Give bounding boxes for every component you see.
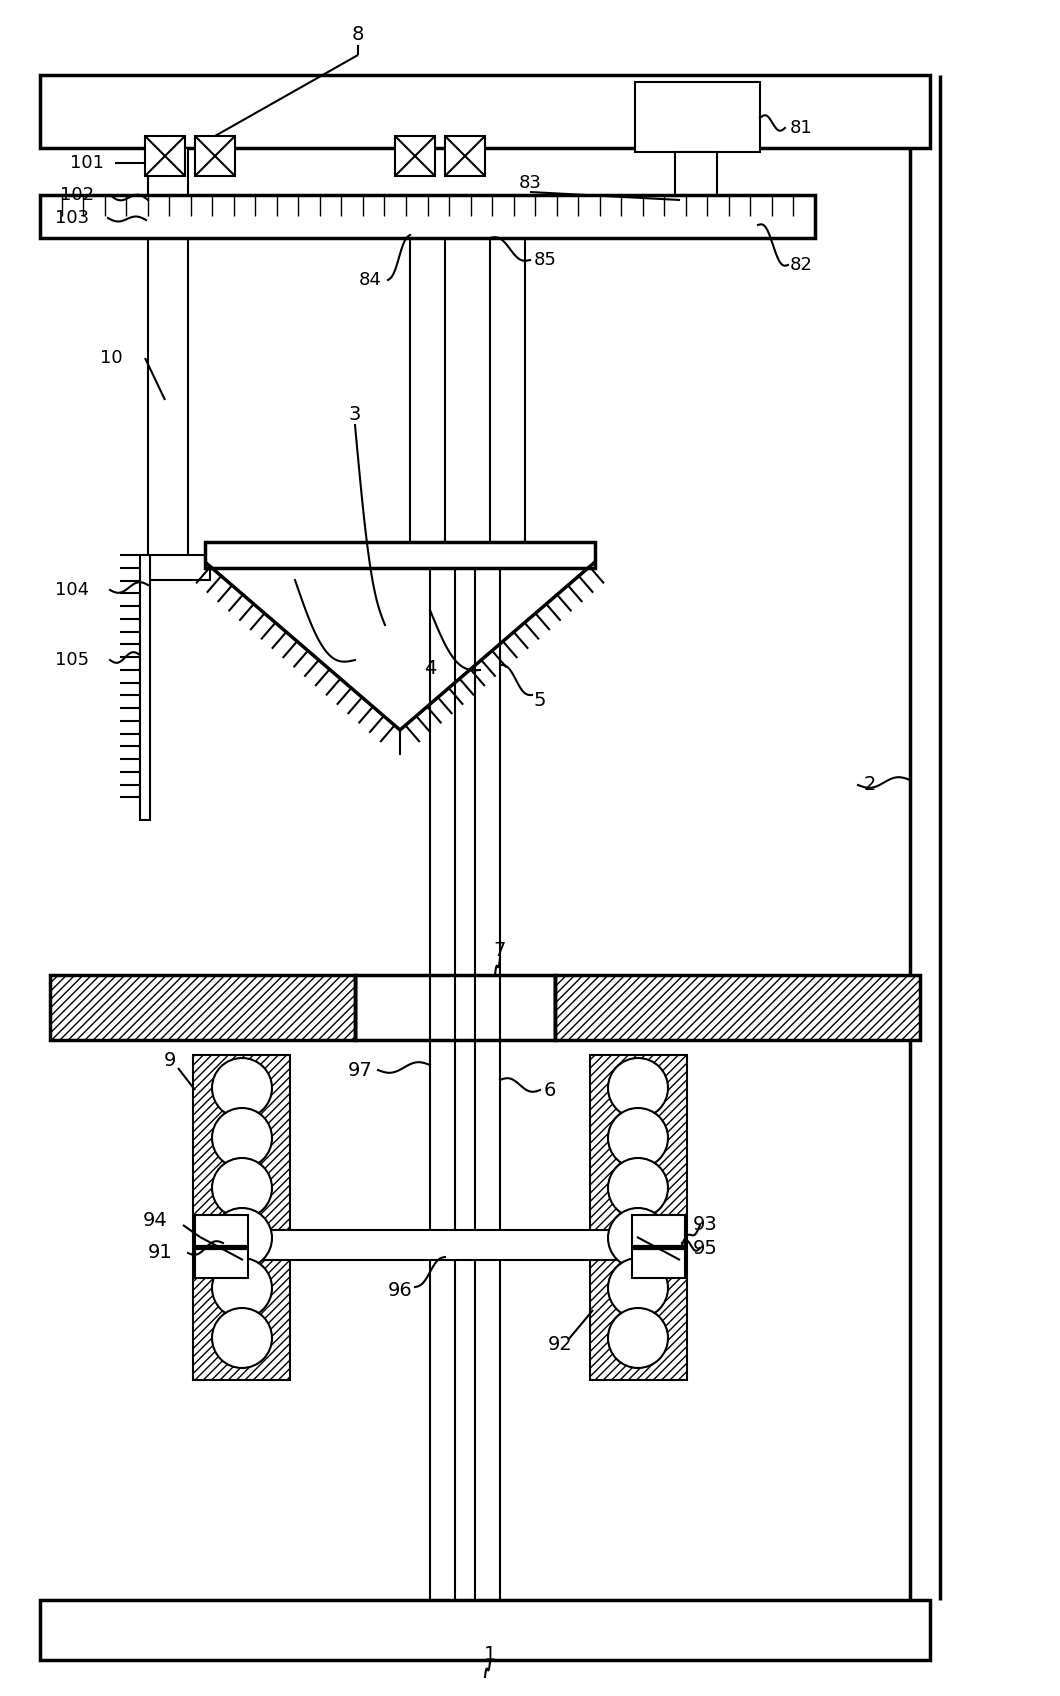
- Text: 104: 104: [55, 582, 89, 599]
- Bar: [193, 1055, 290, 1381]
- Bar: [140, 555, 151, 819]
- Text: 93: 93: [692, 1216, 718, 1235]
- Text: 10: 10: [100, 349, 123, 366]
- Text: 84: 84: [358, 271, 382, 288]
- Text: 1: 1: [483, 1645, 496, 1664]
- Text: 4: 4: [424, 658, 436, 677]
- Bar: [675, 153, 717, 200]
- Bar: [148, 555, 210, 580]
- Bar: [40, 195, 815, 237]
- Circle shape: [608, 1058, 668, 1118]
- Bar: [205, 543, 595, 568]
- Bar: [222, 1230, 668, 1260]
- Text: 83: 83: [518, 175, 542, 192]
- Text: 96: 96: [388, 1280, 412, 1299]
- Bar: [145, 136, 185, 176]
- Bar: [355, 975, 555, 1040]
- Text: 101: 101: [70, 154, 104, 171]
- Bar: [50, 975, 355, 1040]
- Circle shape: [212, 1258, 272, 1318]
- Circle shape: [608, 1107, 668, 1169]
- Bar: [40, 1599, 930, 1660]
- Text: 2: 2: [864, 775, 877, 794]
- Circle shape: [212, 1208, 272, 1269]
- Circle shape: [212, 1158, 272, 1218]
- Bar: [590, 1055, 687, 1381]
- Bar: [195, 1214, 248, 1279]
- Text: 5: 5: [534, 690, 546, 709]
- Text: 97: 97: [348, 1060, 372, 1079]
- Text: 9: 9: [164, 1050, 176, 1070]
- Bar: [395, 136, 435, 176]
- Bar: [195, 136, 235, 176]
- Text: 81: 81: [790, 119, 813, 137]
- Text: 91: 91: [147, 1243, 173, 1262]
- Circle shape: [608, 1258, 668, 1318]
- Bar: [148, 148, 188, 200]
- Circle shape: [212, 1107, 272, 1169]
- Circle shape: [608, 1308, 668, 1369]
- Text: 95: 95: [692, 1238, 718, 1257]
- Text: 85: 85: [533, 251, 556, 270]
- Bar: [635, 81, 760, 153]
- Text: 82: 82: [790, 256, 813, 275]
- Circle shape: [608, 1158, 668, 1218]
- Text: 103: 103: [55, 209, 89, 227]
- Text: 102: 102: [60, 187, 94, 204]
- Text: 92: 92: [548, 1335, 572, 1355]
- Bar: [445, 136, 485, 176]
- Bar: [555, 975, 920, 1040]
- Text: 3: 3: [349, 405, 361, 424]
- Text: 7: 7: [494, 941, 507, 960]
- Text: 105: 105: [55, 651, 89, 668]
- Circle shape: [212, 1308, 272, 1369]
- Bar: [40, 75, 930, 148]
- Circle shape: [212, 1058, 272, 1118]
- Bar: [632, 1214, 685, 1279]
- Text: 8: 8: [352, 25, 365, 44]
- Circle shape: [608, 1208, 668, 1269]
- Text: 6: 6: [544, 1080, 556, 1099]
- Text: 94: 94: [143, 1211, 167, 1230]
